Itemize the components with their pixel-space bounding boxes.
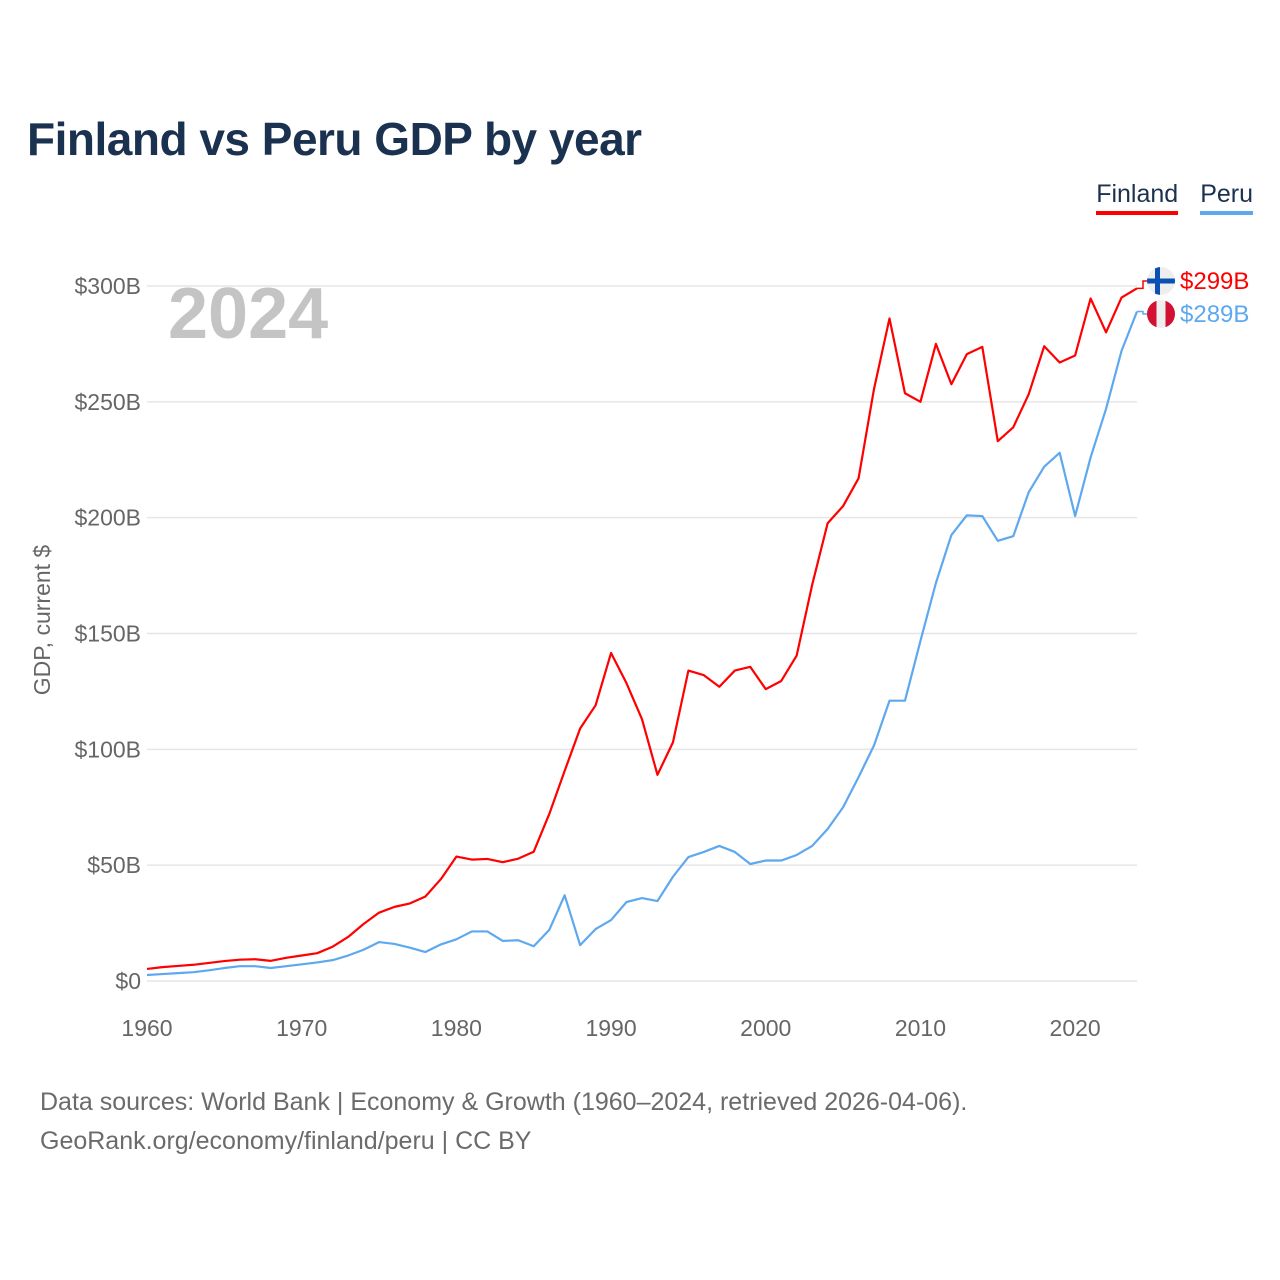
- x-tick-label: 2000: [740, 1015, 791, 1041]
- series-line-finland: [146, 287, 1138, 971]
- footer: Data sources: World Bank | Economy & Gro…: [40, 1083, 967, 1161]
- y-tick-label: $250B: [74, 389, 141, 415]
- y-tick-label: $50B: [87, 852, 141, 878]
- finland-flag-icon: [1147, 267, 1175, 295]
- footer-link[interactable]: GeoRank.org/economy/finland/peru | CC BY: [40, 1127, 532, 1155]
- legend-item-peru[interactable]: Peru: [1200, 180, 1253, 215]
- x-tick-label: 1980: [431, 1015, 482, 1041]
- y-tick-label: $100B: [74, 736, 141, 762]
- legend-item-finland[interactable]: Finland: [1096, 180, 1179, 215]
- y-tick-label: $150B: [74, 621, 141, 647]
- x-tick-label: 1970: [276, 1015, 327, 1041]
- x-tick-label: 2010: [895, 1015, 946, 1041]
- end-connector: [1137, 310, 1147, 315]
- y-tick-label: $200B: [74, 505, 141, 531]
- peru-flag-icon: [1147, 300, 1175, 328]
- series-line-peru: [146, 311, 1139, 977]
- year-watermark: 2024: [168, 274, 328, 354]
- legend: Finland Peru: [1096, 180, 1253, 215]
- x-tick-label: 1990: [585, 1015, 636, 1041]
- y-tick-label: $0: [115, 968, 141, 994]
- x-tick-label: 2020: [1050, 1015, 1101, 1041]
- end-value-label-peru: $289B: [1180, 301, 1249, 328]
- chart-title: Finland vs Peru GDP by year: [27, 113, 642, 165]
- x-tick-label: 1960: [121, 1015, 172, 1041]
- y-tick-label: $300B: [74, 273, 141, 299]
- footer-sources: Data sources: World Bank | Economy & Gro…: [40, 1088, 968, 1116]
- end-value-label-finland: $299B: [1180, 268, 1249, 295]
- end-connector: [1137, 280, 1147, 290]
- y-axis-label: GDP, current $: [29, 545, 55, 696]
